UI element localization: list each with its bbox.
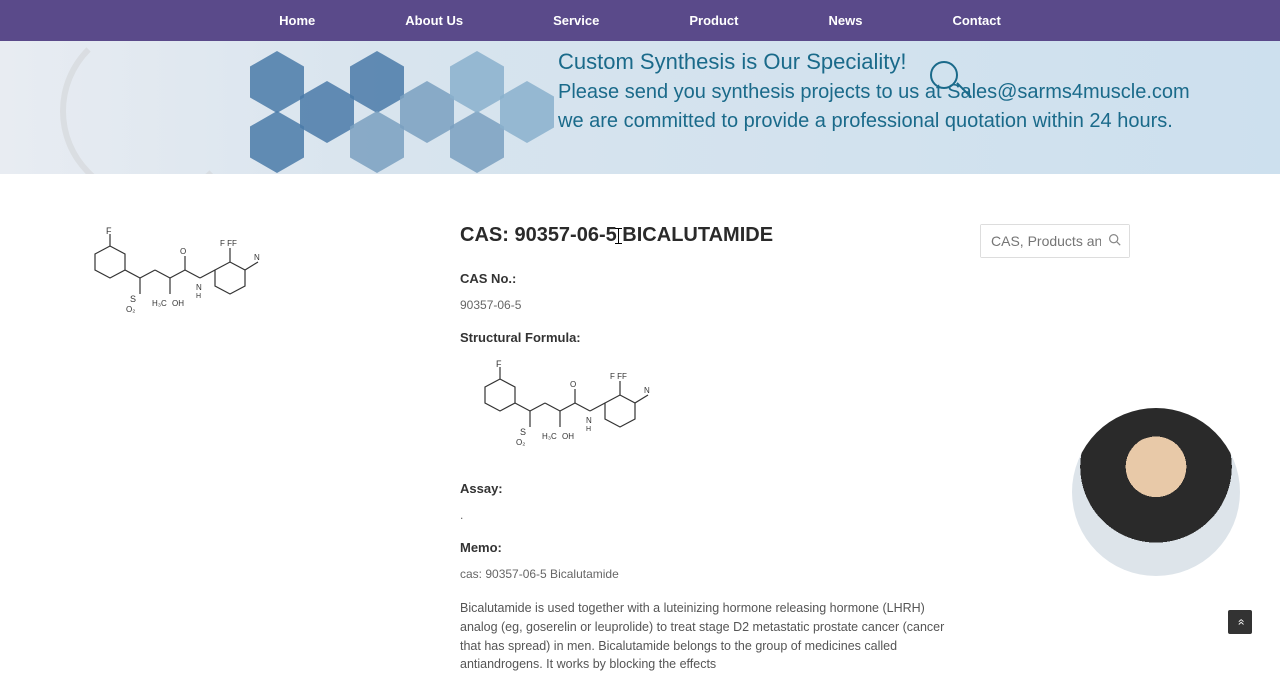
svg-text:N: N (196, 283, 202, 292)
svg-text:N: N (254, 253, 260, 262)
molecule-structure-main: F S O₂ H₃C OH O N H F F F N (460, 357, 660, 467)
svg-text:H: H (196, 293, 201, 300)
search-box (980, 224, 1130, 258)
nav-home[interactable]: Home (279, 13, 315, 28)
nav-service[interactable]: Service (553, 13, 599, 28)
svg-text:S: S (520, 427, 526, 437)
product-image-col: F S O₂ H₃C OH O N H F F F N (70, 224, 430, 674)
svg-text:F: F (106, 226, 112, 236)
hero-banner: Custom Synthesis is Our Speciality! Plea… (0, 41, 1280, 174)
cas-value: 90357-06-5 (460, 298, 950, 312)
svg-text:S: S (130, 294, 136, 304)
search-input[interactable] (981, 225, 1129, 257)
svg-text:H: H (586, 426, 591, 433)
svg-text:F F: F F (220, 239, 232, 248)
nav-news[interactable]: News (828, 13, 862, 28)
nav-about[interactable]: About Us (405, 13, 463, 28)
main-content: F S O₂ H₃C OH O N H F F F N CAS: 90357-0… (0, 174, 1280, 674)
text-cursor-icon (618, 228, 619, 244)
chevron-up-icon: » (1233, 619, 1247, 626)
main-nav: Home About Us Service Product News Conta… (0, 0, 1280, 41)
svg-text:F: F (496, 359, 502, 369)
svg-text:O₂: O₂ (126, 305, 135, 314)
svg-text:N: N (644, 386, 650, 395)
scroll-top-button[interactable]: » (1228, 610, 1252, 634)
molecule-structure-thumb: F S O₂ H₃C OH O N H F F F N (70, 224, 270, 334)
svg-text:OH: OH (172, 299, 184, 308)
cas-label: CAS No.: (460, 271, 950, 286)
nav-product[interactable]: Product (689, 13, 738, 28)
memo-value: cas: 90357-06-5 Bicalutamide (460, 567, 950, 581)
svg-text:F: F (232, 239, 237, 248)
svg-text:OH: OH (562, 432, 574, 441)
search-icon[interactable] (1108, 233, 1121, 249)
banner-text: Custom Synthesis is Our Speciality! Plea… (558, 49, 1190, 133)
svg-text:F: F (622, 372, 627, 381)
product-detail-col: CAS: 90357-06-5 BICALUTAMIDE CAS No.: 90… (460, 224, 950, 674)
formula-label: Structural Formula: (460, 330, 950, 345)
svg-text:H₃C: H₃C (152, 299, 167, 308)
banner-line1: Custom Synthesis is Our Speciality! (558, 49, 1190, 75)
assay-value: . (460, 508, 950, 522)
svg-text:N: N (586, 416, 592, 425)
svg-text:O: O (570, 380, 576, 389)
product-description: Bicalutamide is used together with a lut… (460, 599, 950, 674)
svg-text:O₂: O₂ (516, 438, 525, 447)
svg-text:F F: F F (610, 372, 622, 381)
page-title: CAS: 90357-06-5 BICALUTAMIDE (460, 224, 950, 247)
assay-label: Assay: (460, 481, 950, 496)
memo-label: Memo: (460, 540, 950, 555)
svg-text:H₃C: H₃C (542, 432, 557, 441)
nav-contact[interactable]: Contact (952, 13, 1000, 28)
avatar[interactable] (1072, 408, 1240, 576)
svg-text:O: O (180, 247, 186, 256)
banner-line3: we are committed to provide a profession… (558, 110, 1190, 133)
banner-graphic (0, 41, 540, 174)
banner-line2: Please send you synthesis projects to us… (558, 81, 1190, 104)
